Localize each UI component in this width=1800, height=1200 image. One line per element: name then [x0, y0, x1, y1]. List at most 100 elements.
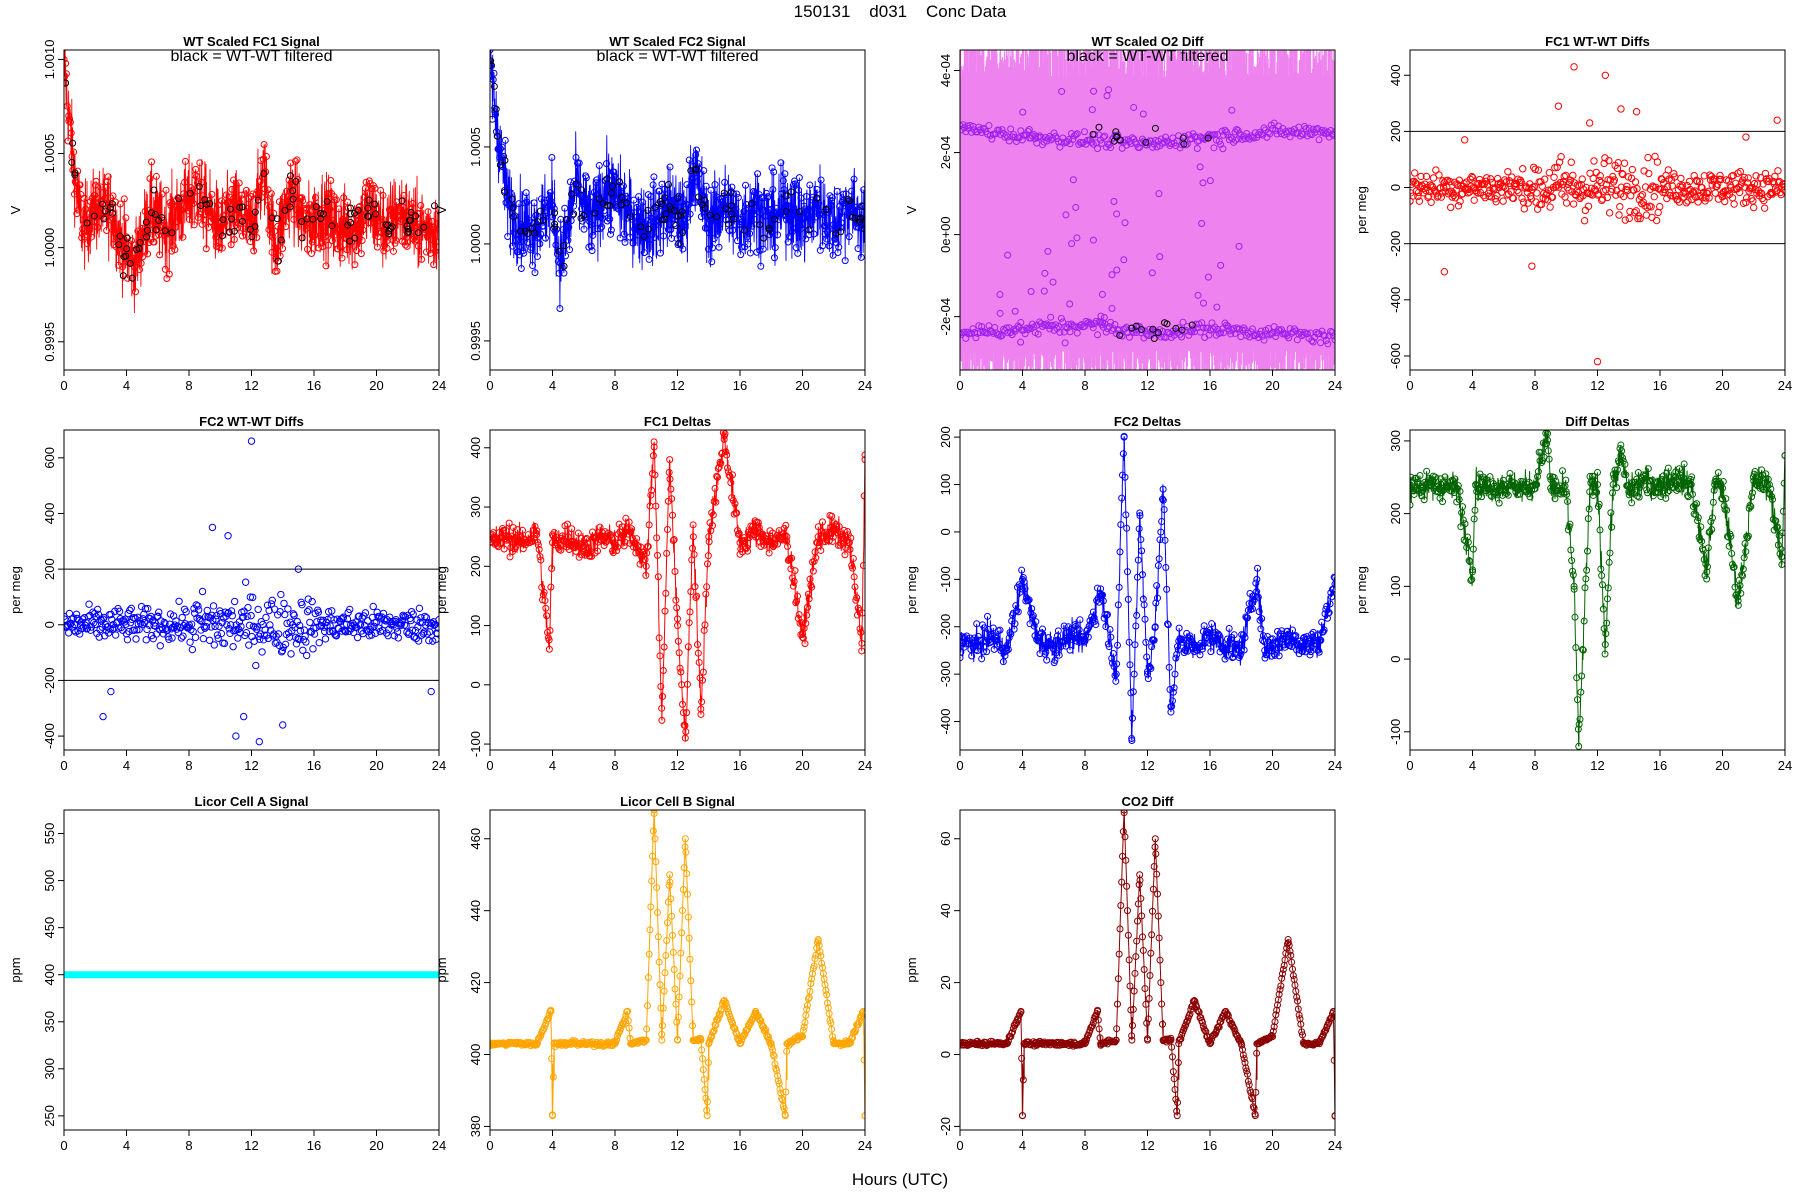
data-point — [1414, 188, 1423, 197]
data-point — [679, 885, 687, 893]
data-point — [1684, 491, 1691, 499]
data-point — [1600, 625, 1608, 633]
data-point — [1159, 496, 1167, 504]
data-point — [1562, 199, 1571, 207]
filtered-point — [667, 205, 675, 213]
data-point — [596, 225, 604, 233]
data-point — [1208, 620, 1216, 628]
data-point — [1531, 485, 1539, 493]
data-point — [1510, 479, 1518, 487]
data-point — [290, 611, 298, 620]
data-point — [178, 613, 186, 622]
data-point — [1603, 619, 1611, 627]
data-point — [248, 632, 256, 641]
data-point — [1164, 621, 1172, 629]
data-point — [1309, 125, 1317, 133]
filtered-point — [1154, 329, 1162, 337]
data-point — [1456, 197, 1464, 205]
x-tick-label: 0 — [60, 1138, 67, 1153]
filtered-point — [695, 193, 703, 201]
data-point — [238, 232, 246, 240]
data-point — [303, 245, 311, 253]
data-point — [85, 600, 93, 608]
peak-point — [549, 539, 556, 547]
data-point — [74, 206, 82, 214]
data-point — [1731, 583, 1739, 591]
y-tick-label: 550 — [42, 823, 57, 845]
data-point — [250, 247, 258, 255]
data-point — [1595, 500, 1603, 508]
data-point — [1027, 288, 1035, 296]
data-point — [1292, 632, 1300, 640]
data-point — [1569, 200, 1578, 208]
data-point — [674, 1013, 682, 1021]
data-point — [662, 952, 670, 960]
data-point — [1043, 656, 1051, 664]
data-point — [268, 596, 276, 605]
data-point — [1760, 196, 1768, 205]
data-point — [499, 526, 507, 534]
data-point — [1690, 171, 1698, 180]
data-point — [1648, 213, 1656, 222]
data-point — [782, 212, 790, 220]
data-point — [414, 637, 423, 645]
data-point — [716, 458, 724, 466]
outlier-point — [1632, 108, 1641, 116]
data-point — [810, 230, 818, 238]
data-point — [331, 630, 339, 638]
data-point — [299, 646, 307, 654]
peak-point — [595, 533, 603, 541]
data-point — [326, 205, 334, 213]
data-point — [1684, 197, 1692, 205]
data-point — [1536, 457, 1544, 465]
data-point — [66, 115, 74, 123]
data-point — [828, 512, 836, 520]
data-point — [1091, 617, 1099, 625]
data-point — [834, 249, 842, 257]
data-point — [1615, 211, 1623, 219]
data-point — [187, 620, 196, 628]
data-point — [640, 249, 648, 257]
data-point — [1139, 110, 1147, 118]
data-point — [359, 226, 367, 234]
data-point — [996, 309, 1004, 317]
peak-point — [972, 642, 980, 650]
peak-point — [1656, 481, 1664, 489]
data-point — [657, 682, 665, 690]
data-point — [845, 233, 853, 241]
data-point — [1468, 172, 1476, 181]
data-point — [217, 227, 225, 235]
peak-point — [533, 527, 541, 535]
data-point — [804, 205, 812, 213]
data-point — [107, 216, 115, 224]
data-point — [1056, 143, 1064, 151]
data-point — [744, 547, 751, 555]
data-point — [1741, 183, 1749, 191]
data-point — [663, 549, 671, 557]
data-point — [663, 937, 671, 945]
data-point — [844, 528, 851, 536]
plot-area — [490, 810, 865, 1120]
data-point — [849, 1034, 856, 1042]
data-point — [115, 607, 124, 616]
data-point — [667, 485, 675, 493]
data-point — [492, 128, 500, 136]
data-point — [1506, 470, 1514, 478]
filtered-point — [287, 172, 295, 180]
data-point — [405, 212, 413, 220]
filtered-point — [490, 57, 495, 65]
data-point — [1210, 144, 1218, 152]
outlier-point — [1554, 102, 1563, 110]
data-point — [1094, 145, 1102, 153]
data-point — [225, 197, 233, 205]
data-point — [536, 1032, 544, 1040]
data-point — [574, 529, 582, 537]
data-point — [754, 170, 762, 178]
data-point — [566, 246, 574, 254]
data-point — [295, 635, 303, 644]
data-point — [1162, 133, 1170, 141]
peak-point — [960, 637, 964, 645]
data-point — [220, 220, 228, 228]
data-point — [161, 265, 169, 273]
data-point — [1028, 605, 1036, 613]
